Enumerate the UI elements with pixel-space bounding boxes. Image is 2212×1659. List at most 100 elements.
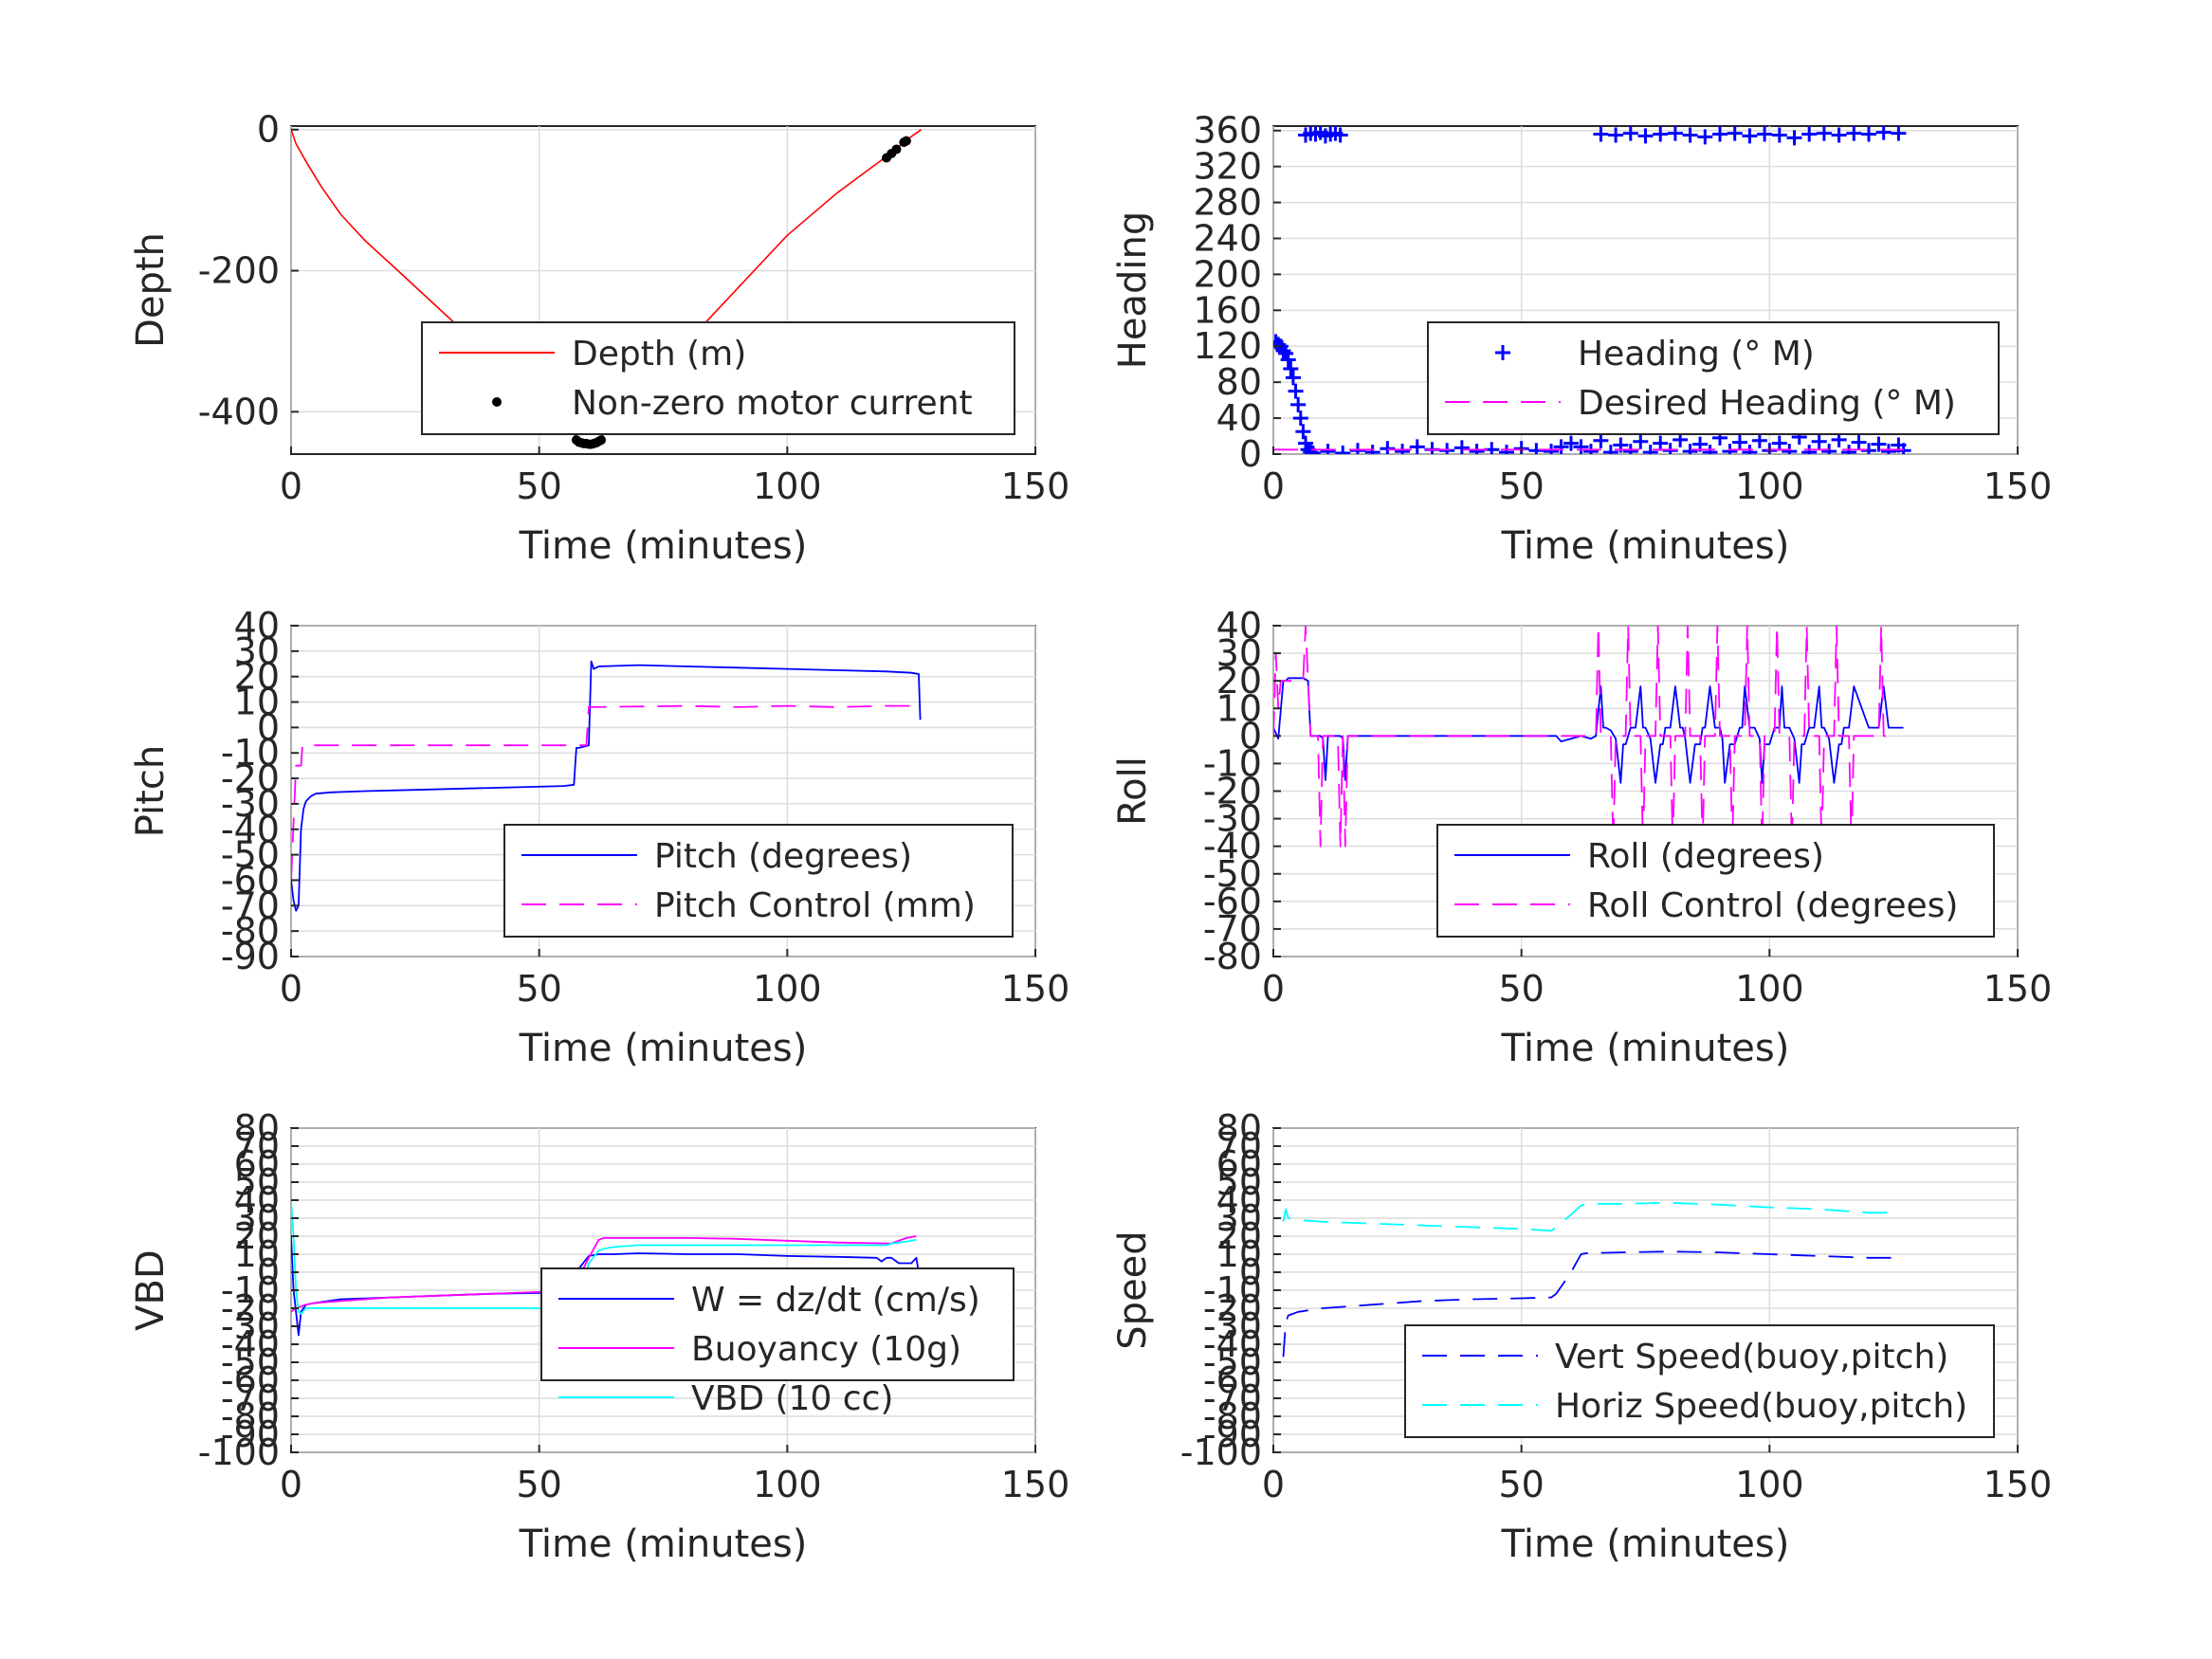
tick-label-y: 60 (234, 1143, 280, 1185)
chart-vbd: 0 50 100 15080706050403020100-10-20-30-40-5… (129, 1107, 1069, 1566)
series-line-0 (291, 1235, 920, 1337)
data-point (1653, 126, 1669, 142)
tick-label-y: -50 (1203, 853, 1262, 895)
legend-box (540, 1267, 1015, 1381)
tick-label-y: 360 (1193, 110, 1262, 152)
data-point (1782, 444, 1798, 454)
data-point (1891, 126, 1907, 141)
data-point (1295, 424, 1311, 440)
data-point (1283, 360, 1299, 376)
data-point (1593, 432, 1609, 448)
legend-label: Pitch (degrees) (654, 837, 912, 876)
data-point (1667, 126, 1683, 141)
tick-label-x: 50 (1498, 968, 1544, 1010)
series-line-0 (291, 660, 922, 912)
legend: Heading (° M) Desired Heading (° M) (1427, 321, 2000, 435)
tick-label-x: 50 (516, 465, 561, 507)
tick-label-y: -90 (221, 936, 280, 977)
chart-pitch: 0 50 100 150403020100-10-20-30-40-50-60-70-… (129, 605, 1069, 1070)
data-point (1801, 126, 1818, 142)
data-point (1846, 126, 1862, 141)
tick-label-y: -40 (1203, 826, 1262, 867)
data-point (1682, 444, 1698, 454)
tick-label-y: 60 (1216, 1143, 1262, 1185)
tick-label-y: -60 (221, 1359, 280, 1401)
data-point (1453, 440, 1470, 454)
tick-label-y: -30 (221, 1305, 280, 1347)
tick-label-y: 30 (234, 630, 280, 672)
tick-label-y: 20 (1216, 1215, 1262, 1257)
legend-label: Heading (° M) (1578, 335, 1815, 374)
series-group (1273, 626, 1904, 848)
tick-label-x: 0 (280, 465, 302, 507)
tick-label-y: 40 (234, 605, 280, 647)
tick-label-y: -70 (1203, 1377, 1262, 1419)
tick-label-y: -40 (1203, 1323, 1262, 1365)
legend-box (503, 824, 1014, 938)
data-point (1841, 445, 1857, 454)
tick-label-y: 0 (257, 109, 280, 151)
data-point (1771, 435, 1787, 451)
series-group (291, 660, 922, 912)
data-point (1320, 444, 1336, 454)
data-point (1439, 443, 1455, 454)
tick-label-x: 150 (1983, 465, 2053, 507)
tick-label-y: 0 (257, 1251, 280, 1293)
tick-label-x: 0 (280, 968, 302, 1010)
data-point (1831, 127, 1847, 143)
legend-label: Depth (m) (572, 335, 746, 374)
legend-label: Buoyancy (10g) (691, 1330, 961, 1369)
data-point (1395, 444, 1411, 454)
tick-label-x: 100 (753, 968, 822, 1010)
data-point (1498, 445, 1514, 454)
data-point (1633, 433, 1649, 449)
series-line-1 (1282, 1201, 1899, 1232)
data-point (1409, 439, 1425, 454)
data-point (1335, 446, 1351, 454)
tick-label-x: 100 (1735, 1464, 1804, 1505)
tick-label-y: 50 (234, 1161, 280, 1203)
data-point (1875, 126, 1892, 140)
tick-label-y: -100 (198, 1431, 280, 1473)
legend: Pitch (degrees) Pitch Control (mm) (503, 824, 1014, 938)
legend-label: Desired Heading (° M) (1578, 384, 1956, 423)
tick-label-y: 0 (1239, 715, 1262, 757)
tick-label-y: -40 (221, 1323, 280, 1365)
legend-label: VBD (10 cc) (691, 1379, 893, 1418)
tick-label-y: 160 (1193, 289, 1262, 331)
data-point (1292, 410, 1308, 427)
tick-label-y: -80 (1203, 936, 1262, 977)
data-point (1821, 444, 1837, 454)
data-point (1662, 443, 1678, 454)
series-group (291, 129, 923, 449)
tick-label-x: 150 (1983, 1464, 2053, 1505)
tick-label-x: 100 (1735, 465, 1804, 507)
tick-label-y: -100 (1180, 1431, 1262, 1473)
tick-label-y: 80 (234, 1107, 280, 1149)
tick-label-y: 0 (1239, 433, 1262, 475)
data-point (1275, 342, 1291, 358)
legend: Roll (degrees) Roll Control (degrees) (1436, 824, 1995, 938)
tick-label-x: 0 (1262, 968, 1285, 1010)
data-point (1285, 370, 1301, 386)
data-point (1380, 441, 1396, 454)
tick-label-y: -50 (221, 1341, 280, 1383)
tick-label-x: 50 (516, 1464, 561, 1505)
tick-label-y: 30 (1216, 632, 1262, 674)
tick-label-y: 20 (1216, 660, 1262, 702)
tick-label-y: -60 (221, 859, 280, 901)
data-point (1469, 444, 1485, 454)
series-group (1282, 1201, 1899, 1358)
data-point (1861, 126, 1876, 142)
tick-label-x: 0 (1262, 1464, 1285, 1505)
tick-label-x: 150 (1001, 465, 1070, 507)
data-point (1280, 352, 1296, 368)
data-point (1727, 126, 1743, 141)
tick-label-y: -70 (221, 1377, 280, 1419)
y-axis-label: Speed (1111, 1231, 1155, 1349)
x-axis-label: Time (minutes) (1501, 1522, 1790, 1566)
tick-label-x: 150 (1001, 968, 1070, 1010)
tick-label-y: -30 (221, 783, 280, 825)
tick-label-y: -10 (1203, 742, 1262, 784)
